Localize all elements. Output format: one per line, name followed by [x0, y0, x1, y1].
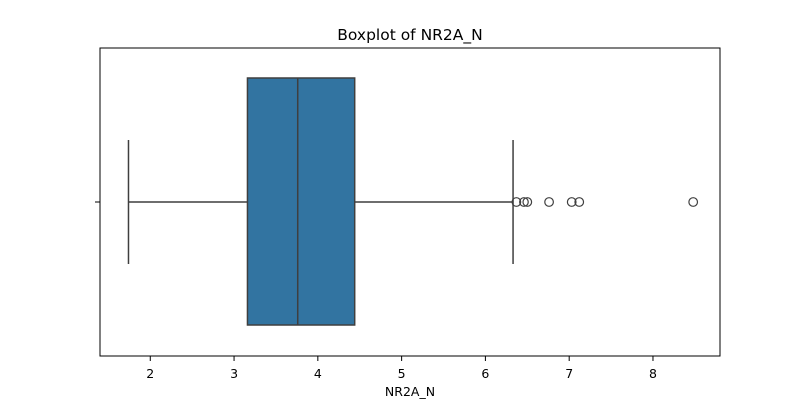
- outlier-point: [574, 197, 585, 207]
- x-tick-label: 7: [565, 366, 573, 381]
- x-tick-label: 8: [649, 366, 657, 381]
- boxplot-group: [127, 77, 699, 326]
- x-tick-label: 5: [398, 366, 406, 381]
- x-tick-label: 6: [481, 366, 489, 381]
- chart-title: Boxplot of NR2A_N: [337, 26, 483, 45]
- interquartile-box: [246, 77, 356, 326]
- outlier-point: [566, 197, 577, 207]
- outlier-point: [688, 197, 699, 207]
- outlier-point: [519, 197, 529, 207]
- x-tick-label: 3: [230, 366, 238, 381]
- outlier-point: [511, 197, 522, 207]
- outlier-point: [522, 197, 533, 207]
- x-axis-label: NR2A_N: [385, 384, 435, 399]
- x-tick-label: 4: [314, 366, 322, 381]
- x-tick-label: 2: [146, 366, 154, 381]
- outlier-point: [544, 197, 554, 207]
- x-axis: 2 3 4 5 6 7 8: [146, 356, 657, 381]
